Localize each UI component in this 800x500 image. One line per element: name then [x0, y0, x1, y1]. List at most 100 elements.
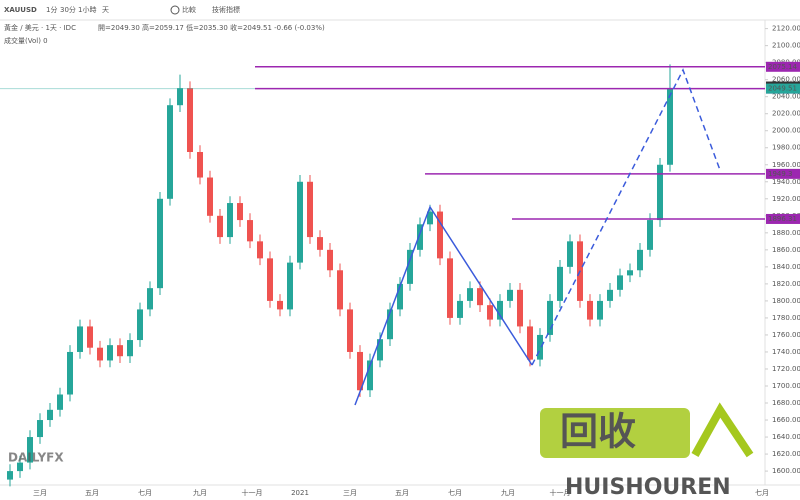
y-tick-label: 1800.00 — [772, 297, 800, 305]
candle-body — [587, 300, 593, 320]
candle-body — [37, 420, 43, 438]
candle-body — [407, 249, 413, 284]
candle-body — [637, 249, 643, 271]
compare[interactable]: 比較 — [182, 5, 196, 14]
y-tick-label: 1760.00 — [772, 331, 800, 339]
interval[interactable]: 1分 — [46, 5, 57, 14]
candle-body — [27, 437, 33, 463]
logo-mark — [691, 402, 754, 458]
x-tick-label: 九月 — [193, 488, 207, 497]
candle-body — [557, 266, 563, 301]
y-tick-label: 1980.00 — [772, 144, 800, 152]
x-tick-label: 五月 — [85, 489, 99, 497]
y-tick-label: 1680.00 — [772, 399, 800, 407]
x-tick-label: 十一月 — [242, 488, 263, 497]
candle-body — [457, 300, 463, 318]
y-tick-label: 2100.00 — [772, 42, 800, 50]
candle-body — [527, 326, 533, 360]
watermark: DAILYFX — [8, 451, 64, 465]
candle-body — [207, 177, 213, 216]
candle-body — [87, 326, 93, 348]
y-tick-label: 1720.00 — [772, 365, 800, 373]
price-tag-bg — [766, 213, 800, 224]
interval[interactable]: 1小時 — [78, 5, 96, 14]
candle-body — [377, 339, 383, 361]
candle-body — [97, 347, 103, 361]
candle-body — [617, 275, 623, 290]
y-tick-label: 1780.00 — [772, 314, 800, 322]
compare-icon[interactable] — [170, 5, 180, 15]
x-tick-label: 三月 — [33, 489, 47, 497]
candle-body — [167, 105, 173, 199]
candle-body — [597, 300, 603, 320]
candle-body — [47, 409, 53, 421]
candle-body — [187, 88, 193, 152]
x-tick-label: 2021 — [291, 489, 309, 497]
symbol[interactable]: XAUUSD — [4, 6, 37, 14]
y-tick-label: 1700.00 — [772, 382, 800, 390]
candle-body — [567, 241, 573, 267]
candle-body — [497, 300, 503, 320]
interval[interactable]: 30分 — [60, 5, 76, 14]
candle-body — [417, 224, 423, 250]
legend-name: 黃金 / 美元 · 1天 · IDC — [4, 23, 76, 32]
y-tick-label: 1600.00 — [772, 467, 800, 475]
y-tick-label: 2020.00 — [772, 110, 800, 118]
y-tick-label: 2120.00 — [772, 25, 800, 33]
price-tag: 2049.51 — [768, 85, 797, 93]
y-tick-label: 1920.00 — [772, 195, 800, 203]
candle-body — [7, 471, 13, 480]
y-tick-label: 1640.00 — [772, 433, 800, 441]
candle-body — [447, 258, 453, 318]
candle-body — [657, 164, 663, 221]
y-tick-label: 1820.00 — [772, 280, 800, 288]
candle-body — [117, 345, 123, 357]
candle-body — [467, 288, 473, 301]
price-tag-bg — [766, 168, 800, 179]
price-tag: 1896.31 — [768, 215, 797, 223]
candle-body — [267, 258, 273, 301]
candle-body — [337, 270, 343, 310]
candle-body — [627, 270, 633, 276]
candle-body — [177, 88, 183, 106]
indicators[interactable]: 技術指標 — [212, 5, 240, 14]
candle-body — [507, 289, 513, 301]
x-tick-label: 五月 — [395, 489, 409, 497]
candle-body — [57, 394, 63, 410]
candle-body — [257, 241, 263, 259]
legend-volume: 成交量(Vol) 0 — [4, 36, 48, 45]
candle-body — [297, 181, 303, 263]
y-tick-label: 1840.00 — [772, 263, 800, 271]
x-tick-label: 七月 — [448, 488, 462, 497]
candle-body — [607, 289, 613, 301]
y-tick-label: 2060.00 — [772, 76, 800, 84]
trendlines — [354, 68, 721, 406]
y-tick-label: 2040.00 — [772, 93, 800, 101]
candle-body — [77, 326, 83, 352]
candle-body — [127, 340, 133, 357]
watermark: HUISHOUREN — [565, 475, 731, 500]
candle-body — [307, 181, 313, 238]
x-tick-label: 三月 — [343, 489, 357, 497]
candle-body — [147, 288, 153, 310]
y-tick-label: 1620.00 — [772, 450, 800, 458]
y-tick-label: 1740.00 — [772, 348, 800, 356]
legend-ohlc: 開=2049.30 高=2059.17 低=2035.30 收=2049.51 … — [98, 23, 325, 32]
candle-body — [547, 300, 553, 335]
candle-body — [317, 237, 323, 250]
y-tick-label: 1940.00 — [772, 178, 800, 186]
candle-body — [477, 288, 483, 306]
candle-body — [647, 220, 653, 250]
candle-body — [277, 300, 283, 310]
candle-body — [67, 351, 73, 395]
y-tick-label: 1880.00 — [772, 229, 800, 237]
price-tag-bg — [766, 83, 800, 94]
candle-body — [137, 309, 143, 341]
logo-box — [540, 408, 690, 458]
interval[interactable]: 天 — [102, 6, 109, 14]
candle-body — [517, 289, 523, 327]
price-tag: 1949.3 — [768, 170, 793, 178]
x-tick-label: 七月 — [138, 488, 152, 497]
candle-body — [217, 215, 223, 238]
